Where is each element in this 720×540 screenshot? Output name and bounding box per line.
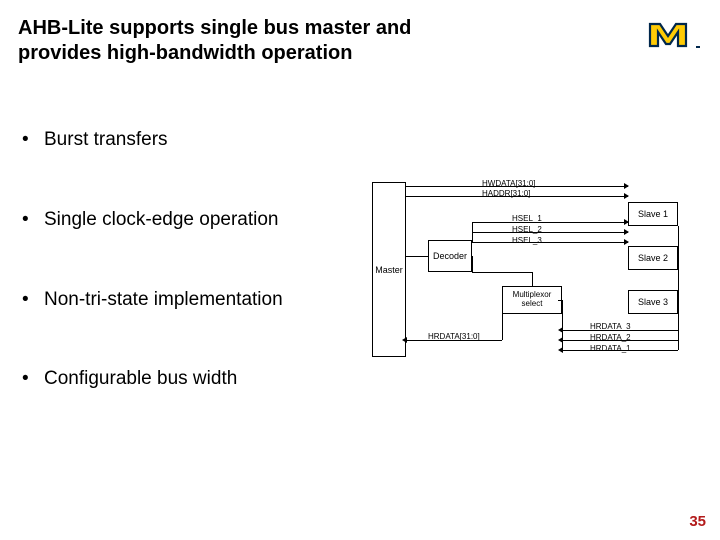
signal-label: HSEL_3 xyxy=(512,236,542,245)
bullet-item: Single clock-edge operation xyxy=(44,208,364,232)
page-number: 35 xyxy=(689,513,706,530)
bullet-list: Burst transfers Single clock-edge operat… xyxy=(44,128,364,447)
mux-block: Multiplexor select xyxy=(502,286,562,314)
bullet-item: Non-tri-state implementation xyxy=(44,288,364,312)
signal-label: HRDATA[31:0] xyxy=(428,332,480,341)
bullet-item: Configurable bus width xyxy=(44,367,364,391)
signal-label: HRDATA_2 xyxy=(590,333,631,342)
signal-label: HRDATA_3 xyxy=(590,322,631,331)
slave2-block: Slave 2 xyxy=(628,246,678,270)
bullet-item: Burst transfers xyxy=(44,128,364,152)
slide-title: AHB-Lite supports single bus master and … xyxy=(18,16,458,66)
slave3-block: Slave 3 xyxy=(628,290,678,314)
signal-label: HWDATA[31:0] xyxy=(482,179,536,188)
ahb-lite-diagram: Master Decoder Multiplexor select Slave … xyxy=(372,182,688,382)
master-block: Master xyxy=(372,182,406,357)
signal-label: HRDATA_1 xyxy=(590,344,631,353)
signal-label: HSEL_1 xyxy=(512,214,542,223)
signal-label: HSEL_2 xyxy=(512,225,542,234)
decoder-block: Decoder xyxy=(428,240,472,272)
slave1-block: Slave 1 xyxy=(628,202,678,226)
michigan-logo xyxy=(648,16,702,55)
slide: AHB-Lite supports single bus master and … xyxy=(0,0,720,540)
signal-label: HADDR[31:0] xyxy=(482,189,530,198)
